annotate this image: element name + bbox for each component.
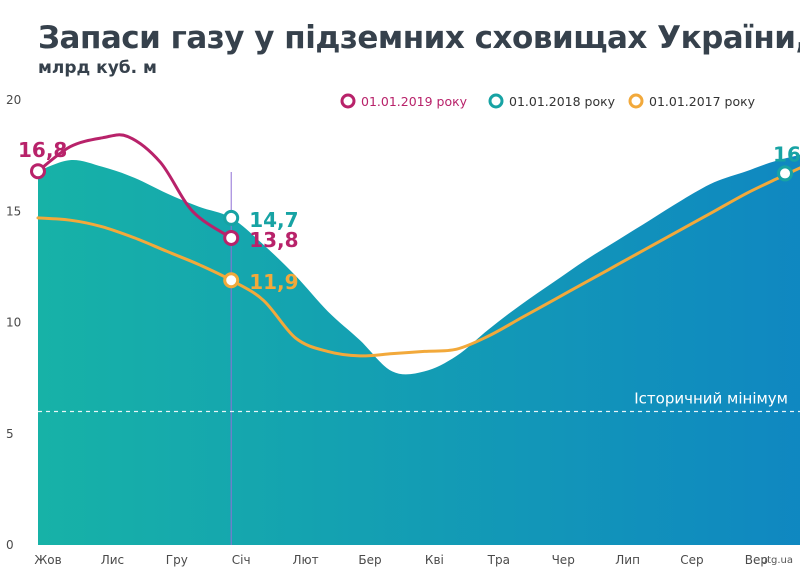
chart-title: Запаси газу у підземних сховищах України… — [38, 20, 800, 56]
x-tick-label: Кві — [425, 553, 444, 567]
data-point-16-8 — [30, 163, 46, 180]
x-tick-label: Чер — [552, 553, 575, 567]
data-label-11-9: 11,9 — [249, 270, 298, 294]
y-tick-0: 0 — [6, 538, 14, 552]
chart-subtitle: млрд куб. м — [38, 58, 157, 78]
source-label: utg.ua — [761, 555, 793, 566]
x-tick-label: Бер — [358, 553, 381, 567]
x-tick-label: Лют — [293, 553, 319, 567]
legend-label: 01.01.2018 року — [509, 94, 616, 109]
data-point-11-9 — [223, 272, 240, 289]
x-tick-label: Січ — [232, 553, 251, 567]
x-tick-label: Лис — [101, 553, 124, 567]
legend-marker — [628, 93, 644, 109]
x-tick-label: Сер — [680, 553, 703, 567]
x-tick-label: Гру — [166, 553, 188, 567]
y-tick-10: 10 — [6, 316, 21, 330]
data-label-13-8: 13,8 — [249, 228, 298, 252]
y-tick-5: 5 — [6, 427, 14, 441]
legend-marker — [340, 93, 356, 109]
legend-label: 01.01.2019 року — [361, 94, 468, 109]
series-line-01012019 — [36, 133, 233, 240]
legend-label: 01.01.2017 року — [649, 94, 756, 109]
series-area-01012018 — [38, 154, 800, 545]
data-label-14-7: 14,7 — [249, 208, 298, 232]
data-label-16-8: 16,8 — [18, 138, 67, 162]
x-tick-label: Тра — [487, 553, 510, 567]
data-label-16-7: 16,7 — [773, 142, 800, 166]
x-tick-label: Лип — [615, 553, 640, 567]
x-tick-label: Жов — [34, 553, 61, 567]
data-point-13-8 — [223, 229, 240, 246]
historical-minimum-label: Історичний мінімум — [634, 390, 788, 408]
y-tick-15: 15 — [6, 204, 21, 218]
legend-marker — [488, 93, 504, 109]
data-point-14-7 — [223, 209, 240, 226]
x-tick-label: Вер — [745, 553, 768, 567]
series-line-01012017 — [36, 166, 800, 358]
y-tick-20: 20 — [6, 93, 21, 107]
data-point-16-7 — [777, 165, 794, 182]
